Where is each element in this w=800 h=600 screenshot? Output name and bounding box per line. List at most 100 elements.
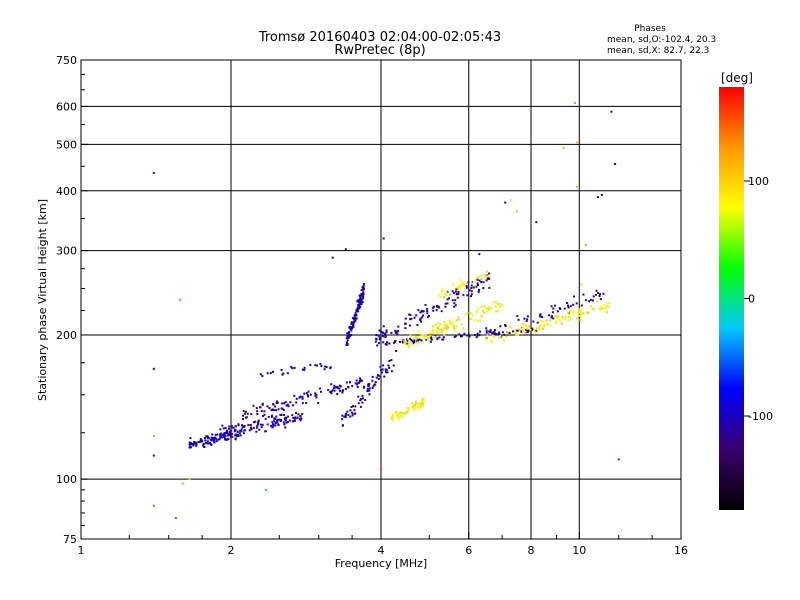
- data-point: [349, 328, 352, 331]
- data-point: [229, 434, 232, 437]
- data-point: [374, 381, 377, 384]
- data-point: [259, 373, 262, 376]
- data-point: [344, 248, 347, 251]
- data-point: [397, 325, 400, 328]
- data-point: [243, 424, 246, 427]
- data-point: [444, 292, 447, 295]
- data-point: [200, 439, 203, 442]
- data-point: [291, 420, 294, 423]
- data-point: [210, 439, 213, 442]
- data-point: [443, 334, 446, 337]
- y-tick-label: 75: [63, 533, 77, 546]
- data-point: [219, 436, 222, 439]
- data-point: [522, 330, 525, 333]
- data-point: [368, 383, 371, 386]
- data-point: [377, 334, 380, 337]
- data-point: [604, 307, 607, 310]
- data-point: [471, 314, 474, 317]
- data-point: [288, 419, 291, 422]
- data-point: [339, 385, 342, 388]
- data-point: [219, 434, 222, 437]
- data-point: [212, 436, 215, 439]
- data-point: [221, 424, 224, 427]
- data-point: [426, 339, 429, 342]
- data-point: [241, 424, 244, 427]
- data-point: [453, 292, 456, 295]
- data-point: [577, 308, 580, 311]
- data-point: [392, 364, 395, 367]
- y-tick-label: 750: [56, 54, 77, 67]
- data-point: [356, 385, 359, 388]
- data-point: [301, 397, 304, 400]
- data-point: [458, 318, 461, 321]
- data-point: [152, 171, 155, 174]
- data-point: [531, 327, 534, 330]
- data-point: [425, 338, 428, 341]
- data-point: [323, 368, 326, 371]
- stats-header: Phases: [634, 24, 666, 34]
- data-point: [413, 339, 416, 342]
- data-point: [276, 400, 279, 403]
- colorbar-tick-label: 0: [748, 293, 755, 306]
- data-point: [522, 329, 525, 332]
- data-point: [393, 340, 396, 343]
- data-point: [391, 419, 394, 422]
- data-point: [259, 406, 262, 409]
- data-point: [206, 440, 209, 443]
- data-point: [246, 412, 249, 415]
- data-point: [422, 310, 425, 313]
- data-point: [467, 281, 470, 284]
- data-point: [454, 334, 457, 337]
- data-point: [355, 309, 358, 312]
- data-point: [397, 415, 400, 418]
- data-point: [356, 306, 359, 309]
- data-point: [421, 400, 424, 403]
- data-point: [445, 327, 448, 330]
- data-point: [572, 310, 575, 313]
- data-point: [359, 302, 362, 305]
- data-point: [374, 340, 377, 343]
- data-point: [404, 327, 407, 330]
- data-point: [383, 375, 386, 378]
- data-point: [594, 293, 597, 296]
- chart-title: Tromsø 20160403 02:04:00-02:05:43: [258, 30, 501, 45]
- data-point: [497, 332, 500, 335]
- data-point: [422, 314, 425, 317]
- data-point: [413, 335, 416, 338]
- data-point: [206, 437, 209, 440]
- data-point: [407, 343, 410, 346]
- data-point: [566, 311, 569, 314]
- data-point: [440, 328, 443, 331]
- data-point: [445, 322, 448, 325]
- data-point: [418, 404, 421, 407]
- data-point: [506, 333, 509, 336]
- data-point: [476, 282, 479, 285]
- data-point: [417, 330, 420, 333]
- data-point: [282, 372, 285, 375]
- y-tick-label: 400: [56, 185, 77, 198]
- data-point: [351, 413, 354, 416]
- data-point: [468, 335, 471, 338]
- data-point: [459, 286, 462, 289]
- data-point: [576, 141, 579, 144]
- data-point: [605, 311, 608, 314]
- data-point: [223, 432, 226, 435]
- data-point: [388, 360, 391, 363]
- y-axis-label: Stationary phase Virtual Height [km]: [36, 199, 49, 401]
- data-point: [491, 333, 494, 336]
- data-point: [585, 311, 588, 314]
- data-point: [426, 312, 429, 315]
- data-point: [474, 279, 477, 282]
- data-point: [195, 444, 198, 447]
- data-point: [230, 432, 233, 435]
- data-point: [395, 414, 398, 417]
- data-point: [430, 338, 433, 341]
- data-point: [569, 317, 572, 320]
- data-point: [212, 439, 215, 442]
- data-point: [438, 306, 441, 309]
- data-point: [303, 392, 306, 395]
- data-point: [567, 316, 570, 319]
- data-point: [301, 402, 304, 405]
- data-point: [404, 317, 407, 320]
- data-point: [413, 408, 416, 411]
